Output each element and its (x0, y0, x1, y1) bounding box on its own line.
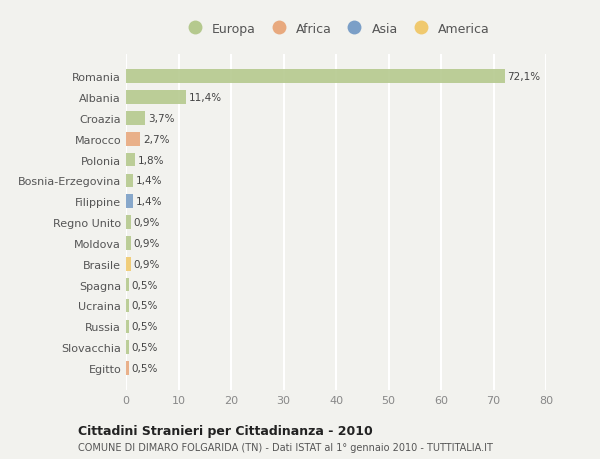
Bar (126, 216, 131, 230)
Text: Cittadini Stranieri per Cittadinanza - 2010: Cittadini Stranieri per Cittadinanza - 2… (78, 425, 373, 437)
Bar (126, 278, 128, 292)
Bar (126, 320, 128, 333)
Text: 72,1%: 72,1% (507, 72, 540, 82)
Text: 0,5%: 0,5% (131, 301, 158, 311)
Bar (126, 299, 128, 313)
Text: 1,4%: 1,4% (136, 176, 163, 186)
Text: 0,5%: 0,5% (131, 363, 158, 373)
Text: COMUNE DI DIMARO FOLGARIDA (TN) - Dati ISTAT al 1° gennaio 2010 - TUTTITALIA.IT: COMUNE DI DIMARO FOLGARIDA (TN) - Dati I… (78, 442, 493, 452)
Bar (126, 153, 136, 167)
Bar (126, 237, 131, 250)
Text: 11,4%: 11,4% (188, 93, 221, 103)
Text: 0,9%: 0,9% (133, 238, 160, 248)
Text: 0,5%: 0,5% (131, 342, 158, 353)
Bar (126, 174, 133, 188)
Text: 1,4%: 1,4% (136, 197, 163, 207)
Bar (126, 70, 505, 84)
Text: 1,8%: 1,8% (138, 155, 164, 165)
Bar (126, 112, 145, 125)
Bar (126, 361, 128, 375)
Bar (126, 341, 128, 354)
Bar (126, 195, 133, 208)
Bar (126, 91, 186, 105)
Text: 0,9%: 0,9% (133, 218, 160, 228)
Text: 0,5%: 0,5% (131, 280, 158, 290)
Text: 2,7%: 2,7% (143, 134, 169, 145)
Bar (126, 133, 140, 146)
Text: 0,5%: 0,5% (131, 322, 158, 331)
Legend: Europa, Africa, Asia, America: Europa, Africa, Asia, America (177, 18, 495, 41)
Bar (126, 257, 131, 271)
Text: 3,7%: 3,7% (148, 114, 175, 123)
Text: 0,9%: 0,9% (133, 259, 160, 269)
